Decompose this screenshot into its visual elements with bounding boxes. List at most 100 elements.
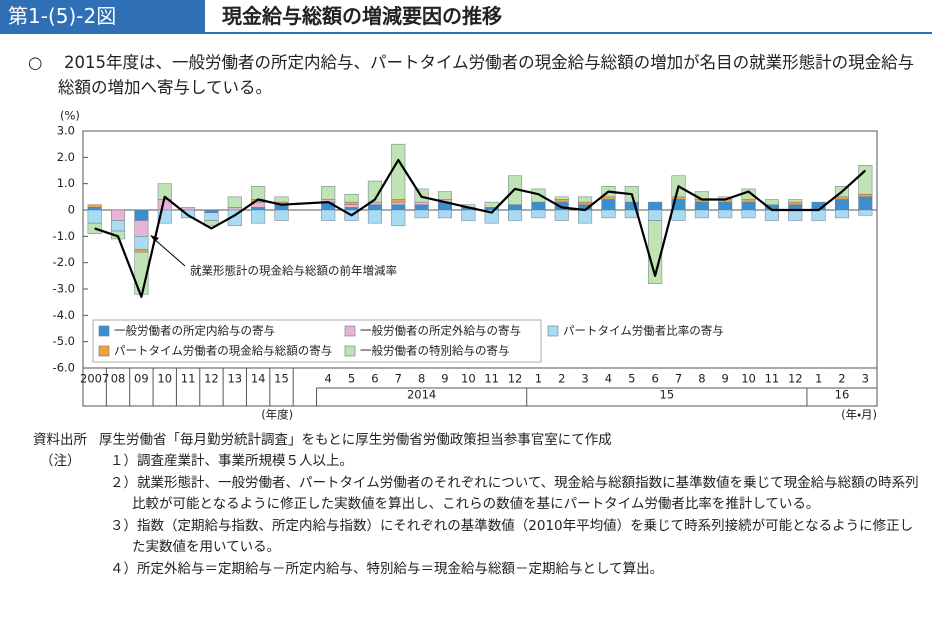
- legend-swatch: [98, 325, 110, 337]
- bar-segment: [414, 209, 429, 219]
- bar-segment: [554, 196, 569, 200]
- y-tick-label: 1.0: [57, 176, 75, 190]
- bar-segment: [764, 209, 779, 221]
- legend-swatch: [98, 345, 110, 357]
- bar-segment: [111, 209, 126, 221]
- bar-segment: [858, 209, 873, 216]
- bar-segment: [274, 196, 289, 203]
- legend-swatch: [344, 325, 356, 337]
- notes: （注） １）調査産業計、事業所規模５人以上。 ２）就業形態計、一般労働者、パートタ…: [40, 451, 920, 580]
- x-tick-label: 11: [484, 372, 499, 386]
- bar-segment: [718, 209, 733, 219]
- bar-segment: [788, 199, 803, 203]
- bar-segment: [251, 209, 266, 224]
- x-tick-label: 9: [441, 372, 448, 386]
- bar-segment: [134, 220, 149, 237]
- bar-segment: [531, 201, 546, 211]
- bar-segment: [367, 209, 382, 224]
- bar-segment: [834, 199, 849, 211]
- x-tick-label: 2: [558, 372, 565, 386]
- bar-segment: [344, 207, 359, 211]
- legend-swatch: [547, 325, 559, 337]
- legend-label: 一般労働者の所定外給与の寄与: [360, 324, 521, 338]
- bar-segment: [508, 204, 523, 211]
- legend-label: パートタイム労働者比率の寄与: [563, 324, 724, 338]
- bar-segment: [321, 186, 336, 200]
- source-text: 厚生労働省「毎月勤労統計調査」をもとに厚生労働省労働政策担当参事官室にて作成: [99, 432, 612, 448]
- bar-segment: [858, 164, 873, 195]
- bar-segment: [274, 209, 289, 221]
- bar-segment: [204, 220, 219, 227]
- bar-segment: [741, 209, 756, 219]
- source-label: 資料出所: [33, 432, 87, 448]
- bar-segment: [648, 201, 663, 211]
- bar-segment: [367, 204, 382, 211]
- x-tick-label: 3: [862, 372, 869, 386]
- x-tick-label: 4: [325, 372, 332, 386]
- y-tick-label: -4.0: [53, 308, 75, 322]
- bar-segment: [87, 222, 102, 234]
- x-tick-label: 09: [134, 372, 149, 386]
- x-tick-label: 1: [815, 372, 822, 386]
- x-tick-label: 2007: [80, 372, 109, 386]
- x-tick-label: 4: [605, 372, 612, 386]
- y-unit: (%): [60, 109, 80, 123]
- bar-segment: [718, 201, 733, 211]
- x-tick-label: 10: [157, 372, 172, 386]
- bar-segment: [204, 209, 219, 213]
- summary-text: 2015年度は、一般労働者の所定内給与、パートタイム労働者の現金給与総額の増加が…: [58, 53, 915, 97]
- summary: ○ 2015年度は、一般労働者の所定内給与、パートタイム労働者の現金給与総額の増…: [28, 50, 918, 100]
- x-tick-label: 9: [722, 372, 729, 386]
- bar-segment: [694, 209, 709, 219]
- x-tick-label: 3: [581, 372, 588, 386]
- x-tick-label: 7: [395, 372, 402, 386]
- bar-segment: [671, 209, 686, 221]
- bar-segment: [671, 196, 686, 200]
- note-list: １）調査産業計、事業所規模５人以上。 ２）就業形態計、一般労働者、パートタイム労働…: [40, 451, 920, 580]
- bar-segment: [694, 201, 709, 211]
- y-tick-label: -6.0: [53, 361, 75, 375]
- bar-segment: [741, 199, 756, 203]
- x-tick-label: 6: [651, 372, 658, 386]
- bar-segment: [858, 196, 873, 211]
- bar-segment: [437, 209, 452, 219]
- bar-segment: [461, 209, 476, 221]
- bar-segment: [531, 209, 546, 219]
- bar-segment: [367, 180, 382, 203]
- x-tick-label: 8: [418, 372, 425, 386]
- x-tick-label: 12: [508, 372, 523, 386]
- bar-segment: [437, 191, 452, 200]
- bar-segment: [484, 209, 499, 224]
- bullet: ○: [28, 53, 43, 72]
- chart: (%) 就業形態計の現金給与総額の前年増減率 -6.0 -5.0 -4.0 -3.0 -…: [53, 109, 878, 422]
- bar-segment: [414, 201, 429, 205]
- y-tick-label: -3.0: [53, 282, 75, 296]
- bar-segment: [508, 209, 523, 221]
- note: ３）指数（定期給与指数、所定内給与指数）にそれぞれの基準数値（2010年平均値）…: [110, 517, 914, 556]
- bar-segment: [601, 196, 616, 200]
- legend-label: 一般労働者の特別給与の寄与: [360, 344, 510, 358]
- bar-segment: [601, 209, 616, 219]
- bar-segment: [391, 201, 406, 205]
- x-tick-label: 11: [181, 372, 196, 386]
- x-tick-label: 2: [838, 372, 845, 386]
- bar-segment: [554, 209, 569, 221]
- line: [94, 158, 867, 298]
- legend-box: [92, 319, 542, 363]
- bar-segment: [578, 201, 593, 205]
- bar-segment: [391, 204, 406, 211]
- figure-title: 現金給与総額の増減要因の推移: [222, 4, 502, 28]
- bar-segment: [648, 209, 663, 221]
- x-group-label: 16: [835, 388, 850, 402]
- note: １）調査産業計、事業所規模５人以上。: [110, 453, 353, 469]
- x-tick-label: 10: [741, 372, 756, 386]
- x-tick-label: 12: [204, 372, 219, 386]
- x-tick-label: 8: [698, 372, 705, 386]
- bar-segment: [344, 204, 359, 208]
- bar-segment: [321, 209, 336, 221]
- y-tick-label: 3.0: [57, 124, 75, 138]
- legend-swatch: [344, 345, 356, 357]
- header-rule: [0, 32, 932, 34]
- notes-label: （注）: [40, 453, 81, 469]
